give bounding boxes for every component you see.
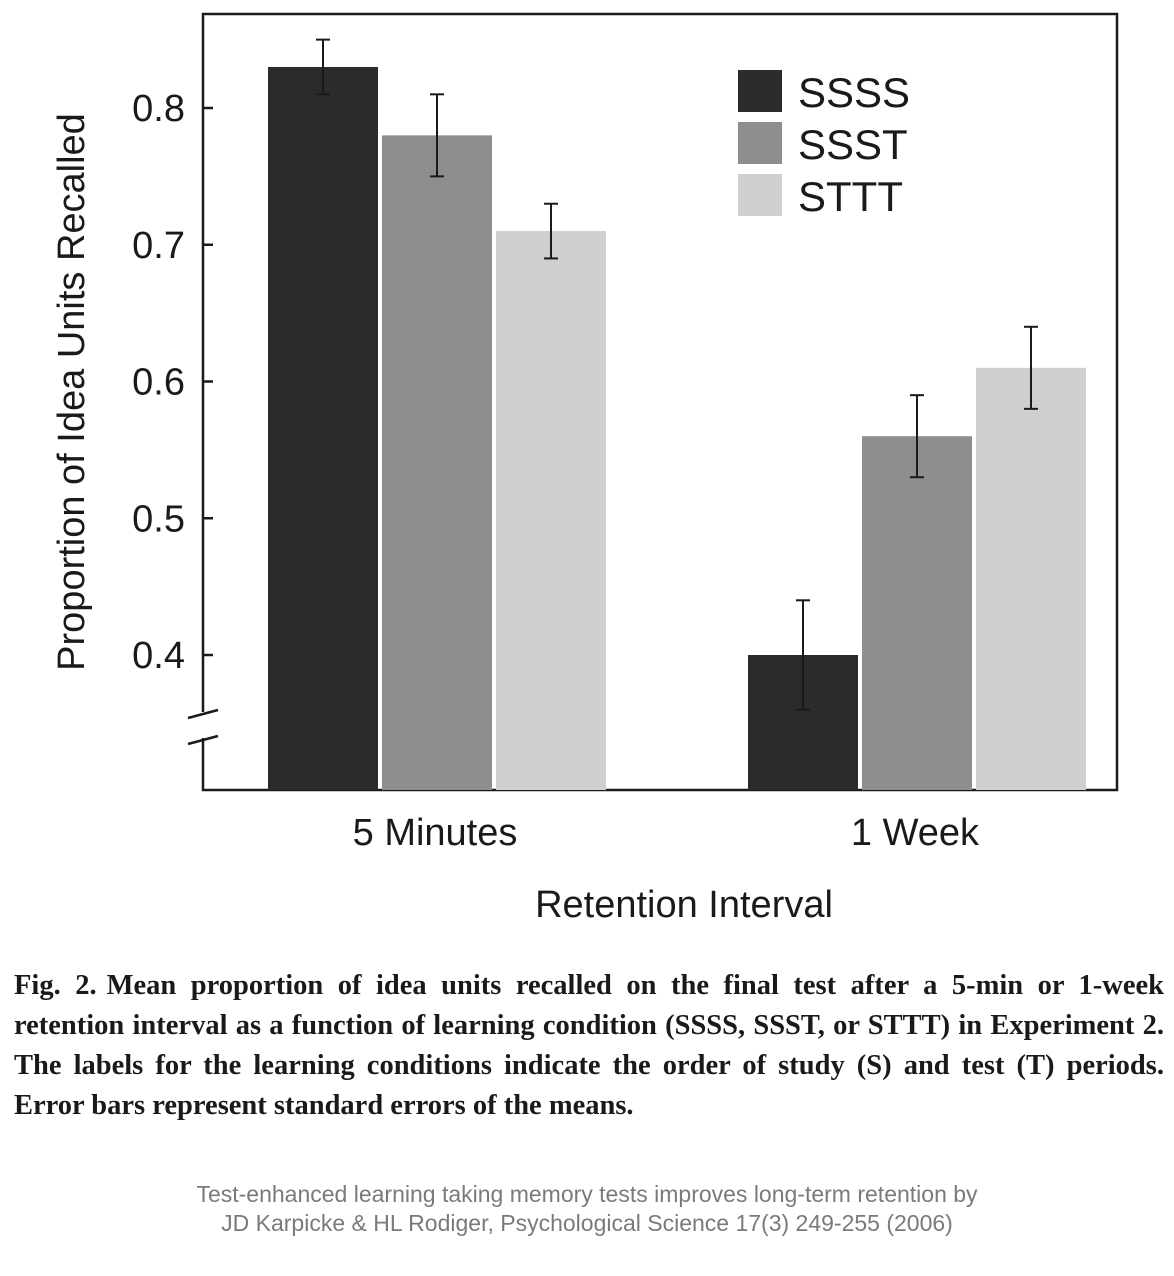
figure-label: Fig. 2. <box>14 970 97 1001</box>
error-bar <box>430 93 444 178</box>
error-bar <box>316 38 330 96</box>
legend-label-ssss: SSSS <box>798 69 910 116</box>
x-tick-label: 5 Minutes <box>353 812 518 854</box>
figure-caption: Fig. 2. Mean proportion of idea units rec… <box>14 966 1164 1126</box>
source-line-1: Test-enhanced learning taking memory tes… <box>196 1181 978 1207</box>
bar-sttt-1week <box>976 367 1086 790</box>
bar-ssst-5min <box>382 135 492 791</box>
bar-sttt-5min <box>496 231 606 790</box>
legend-label-ssst: SSST <box>798 121 908 168</box>
bars-layer <box>268 38 1086 791</box>
x-axis-title: Retention Interval <box>535 884 833 926</box>
y-axis-title: Proportion of Idea Units Recalled <box>51 113 93 671</box>
y-axis-break <box>187 708 220 746</box>
figure-caption-text: Mean proportion of idea units recalled o… <box>14 970 1165 1121</box>
legend: SSSS SSST STTT <box>738 69 910 220</box>
error-bar <box>910 394 924 479</box>
legend-label-sttt: STTT <box>798 173 903 220</box>
y-tick-label: 0.4 <box>132 635 185 677</box>
y-tick-label: 0.8 <box>132 88 185 130</box>
y-tick-label: 0.7 <box>132 225 185 267</box>
y-axis: 0.4 0.5 0.6 0.7 0.8 <box>132 88 213 677</box>
legend-swatch-ssst <box>738 122 782 164</box>
y-tick-label: 0.5 <box>132 498 185 540</box>
x-tick-label: 1 Week <box>851 812 980 854</box>
legend-swatch-sttt <box>738 174 782 216</box>
bar-ssst-1week <box>862 436 972 790</box>
legend-swatch-ssss <box>738 70 782 112</box>
plot-frame <box>201 12 1119 792</box>
y-tick-label: 0.6 <box>132 362 185 404</box>
bar-ssss-5min <box>268 66 378 791</box>
error-bar <box>1024 325 1038 410</box>
x-axis: 5 Minutes 1 Week <box>353 812 980 854</box>
error-bar <box>796 599 810 711</box>
source-line-2: JD Karpicke & HL Rodiger, Psychological … <box>221 1210 953 1236</box>
bar-chart: 0.4 0.5 0.6 0.7 0.8 5 Minutes 1 Week Retentio… <box>51 12 1119 926</box>
error-bar <box>544 202 558 260</box>
source-citation: Test-enhanced learning taking memory tes… <box>0 1180 1174 1238</box>
